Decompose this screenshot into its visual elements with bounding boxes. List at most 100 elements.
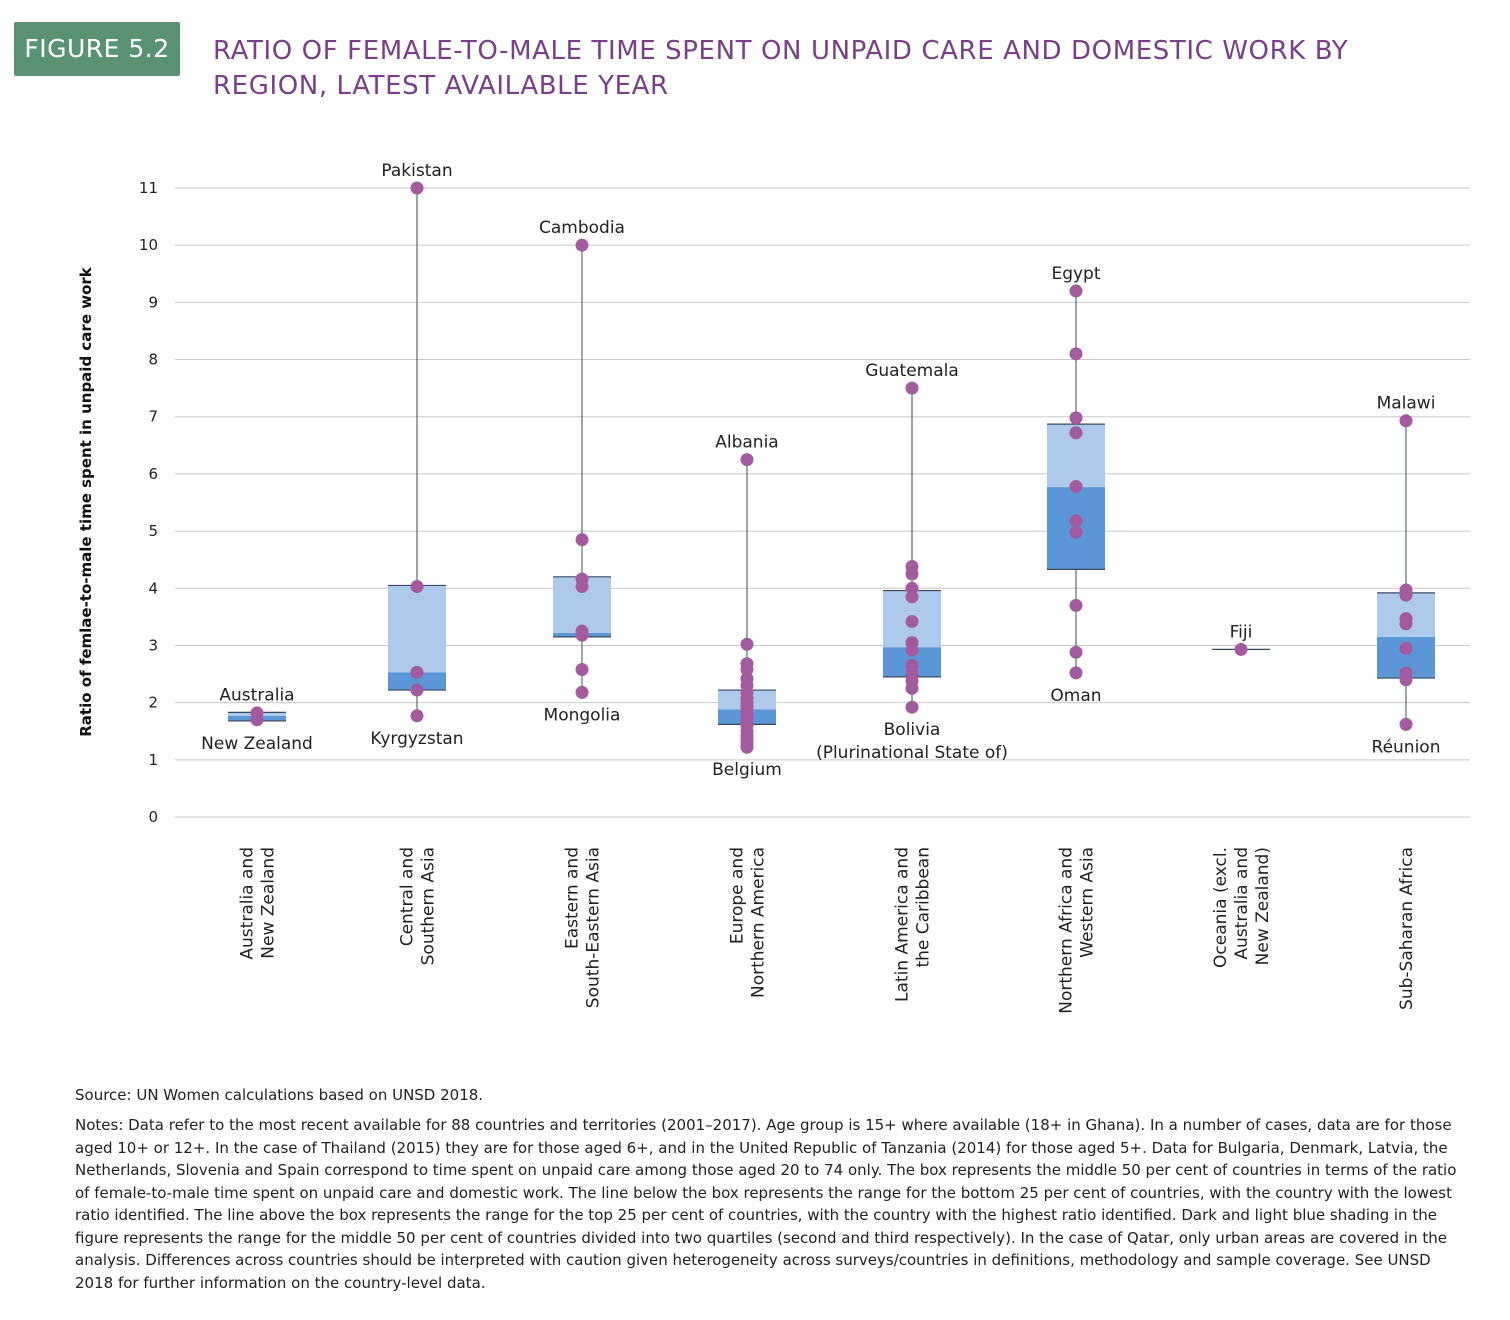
min-country-label: Bolivia [884,720,941,740]
data-point [905,590,919,604]
box-group [388,181,446,723]
y-tick-label: 6 [148,465,158,483]
min-country-label: Belgium [712,760,782,780]
data-point [1069,284,1083,298]
data-point [905,614,919,628]
data-point [1069,645,1083,659]
y-axis-title: Ratio of femlae-to-male time spent in un… [77,266,95,737]
category-label: Southern Asia [419,847,439,965]
data-point [1399,588,1413,602]
annotations: Australia New Zealand Pakistan Kyrgyzstan Ca… [201,161,1440,780]
category-label: Australia and [238,847,258,960]
y-tick-label: 8 [148,351,158,369]
box-group [883,381,941,714]
data-point [1069,426,1083,440]
data-point [1399,617,1413,631]
box-group [553,238,611,699]
data-point [1399,717,1413,731]
max-country-label: Guatemala [865,361,959,381]
category-label: Northern Africa and [1057,847,1077,1014]
max-country-label: Australia [219,685,294,705]
data-point [905,567,919,581]
max-country-label: Pakistan [381,161,452,181]
data-point [1234,642,1248,656]
y-tick-label: 5 [148,522,158,540]
data-point [1399,414,1413,428]
figure-title: RATIO OF FEMALE-TO-MALE TIME SPENT ON UN… [213,36,1349,101]
category-label: Europe and [728,847,748,944]
y-tick-label: 9 [148,293,158,311]
data-point [575,580,589,594]
data-point [410,709,424,723]
data-point [250,713,264,727]
box-group [1377,414,1435,731]
category-label: Central and [398,847,418,946]
min-country-label: (Plurinational State of) [816,743,1008,763]
category-label: Northern America [749,847,769,998]
category-label: Australia and [1232,847,1252,960]
data-point [410,683,424,697]
min-country-label: Kyrgyzstan [370,729,463,749]
data-point [1069,479,1083,493]
y-tick-label: 3 [148,636,158,654]
max-country-label: Fiji [1230,622,1253,642]
data-point [740,453,754,467]
data-point [1069,598,1083,612]
data-point [575,685,589,699]
data-point [905,643,919,657]
data-point [575,238,589,252]
box-upper-quartile [388,585,446,673]
data-point [575,628,589,642]
data-point [905,681,919,695]
data-point [740,662,754,676]
x-axis-categories: Australia and New Zealand Central and South… [238,847,1418,1014]
data-point [575,662,589,676]
category-label: New Zealand) [1253,847,1273,965]
boxes [228,181,1435,754]
max-country-label: Egypt [1051,264,1100,284]
category-label: New Zealand [259,847,279,959]
min-country-label: Réunion [1372,737,1441,757]
category-label: the Caribbean [914,847,934,968]
data-point [1399,641,1413,655]
y-tick-label: 10 [139,236,158,254]
max-country-label: Malawi [1377,394,1436,414]
data-point [1399,673,1413,687]
data-point [905,381,919,395]
data-point [1069,525,1083,539]
max-country-label: Albania [715,433,778,453]
y-tick-label: 7 [148,408,158,426]
y-tick-label: 11 [139,179,158,197]
y-axis: 0 1 2 3 4 5 6 7 8 9 10 11 [139,179,158,826]
source-note: Source: UN Women calculations based on U… [75,1086,484,1104]
max-country-label: Cambodia [539,218,625,238]
box-group [1047,284,1105,680]
category-label: Western Asia [1078,847,1098,958]
min-country-label: New Zealand [201,734,313,754]
data-point [575,533,589,547]
category-label: Oceania (excl. [1211,847,1231,968]
data-point [740,637,754,651]
notes-text: Notes: Data refer to the most recent ava… [75,1116,1457,1292]
y-tick-label: 2 [148,694,158,712]
box-group [718,453,776,754]
box-plot-chart: 0 1 2 3 4 5 6 7 8 9 10 11 Australia New Zealand Pakis… [77,161,1470,1014]
data-point [410,665,424,679]
data-point [1069,411,1083,425]
figure-badge: FIGURE 5.2 [14,22,180,76]
y-tick-label: 0 [148,808,158,826]
category-label: Latin America and [893,847,913,1002]
box-group [228,706,286,727]
data-point [410,181,424,195]
data-point [1069,666,1083,680]
category-label: South-Eastern Asia [584,847,604,1008]
min-country-label: Oman [1050,686,1101,706]
category-label: Sub-Saharan Africa [1397,847,1417,1010]
box-lower-quartile [388,672,446,691]
data-point [410,580,424,594]
data-point [1069,347,1083,361]
min-country-label: Mongolia [544,705,621,725]
grid-lines [175,187,1470,818]
category-label: Eastern and [563,847,583,949]
data-point [740,740,754,754]
